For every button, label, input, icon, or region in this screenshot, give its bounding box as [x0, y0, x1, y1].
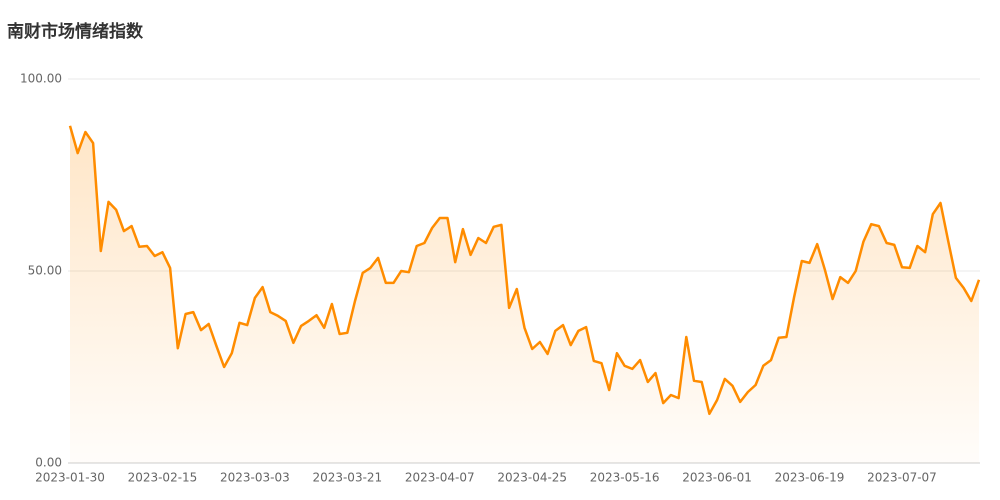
x-tick-label: 2023-02-15 — [128, 471, 198, 485]
x-tick-label: 2023-04-25 — [497, 471, 567, 485]
y-tick-label: 100.00 — [20, 72, 62, 86]
x-tick-label: 2023-01-30 — [35, 471, 105, 485]
x-tick-label: 2023-06-01 — [682, 471, 752, 485]
x-tick-label: 2023-03-03 — [220, 471, 290, 485]
x-tick-label: 2023-03-21 — [312, 471, 382, 485]
x-tick-label: 2023-07-07 — [867, 471, 937, 485]
chart-title: 南财市场情绪指数 — [7, 21, 144, 42]
y-tick-label: 0.00 — [35, 456, 62, 470]
x-tick-label: 2023-05-16 — [590, 471, 660, 485]
x-tick-label: 2023-04-07 — [405, 471, 475, 485]
x-tick-label: 2023-06-19 — [775, 471, 845, 485]
area — [70, 125, 979, 464]
line — [68, 125, 981, 416]
y-tick-label: 50.00 — [28, 264, 62, 278]
